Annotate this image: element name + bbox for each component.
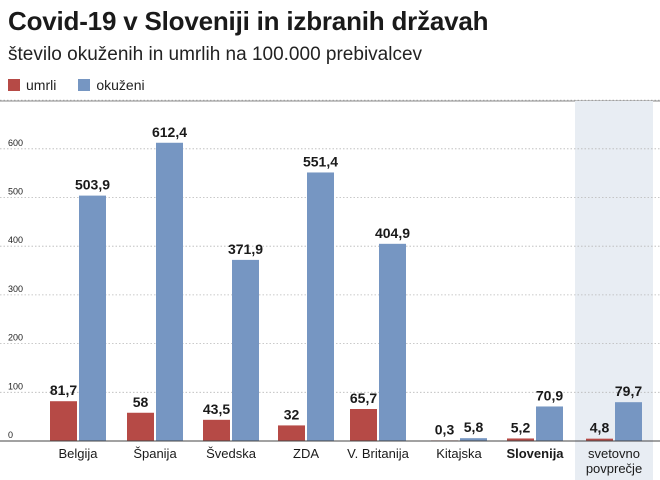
category-label: V. Britanija [347, 446, 409, 461]
category-label: Belgija [58, 446, 98, 461]
legend-label-umrli: umrli [26, 77, 57, 93]
value-label-umrli: 65,7 [350, 390, 377, 406]
legend-swatch-umrli [8, 79, 20, 91]
chart-title: Covid-19 v Sloveniji in izbranih državah [8, 6, 489, 36]
category-label: Španija [133, 446, 177, 461]
bar-okuzeni [307, 172, 334, 441]
value-label-umrli: 81,7 [50, 382, 77, 398]
value-label-umrli: 43,5 [203, 401, 230, 417]
value-label-umrli: 58 [133, 394, 149, 410]
bar-umrli [507, 438, 534, 441]
value-label-okuzeni: 371,9 [228, 241, 263, 257]
bar-umrli [586, 438, 613, 441]
category-label: Kitajska [436, 446, 482, 461]
bar-okuzeni [232, 259, 259, 441]
value-label-okuzeni: 404,9 [375, 225, 410, 241]
value-label-umrli: 0,3 [435, 421, 455, 437]
category-label: Švedska [206, 446, 257, 461]
legend: umrli okuženi [8, 77, 167, 93]
y-tick-label: 600 [8, 138, 23, 148]
category-label: povprečje [586, 461, 642, 476]
bar-okuzeni [156, 142, 183, 441]
value-label-umrli: 4,8 [590, 420, 610, 436]
value-label-okuzeni: 503,9 [75, 177, 110, 193]
value-label-okuzeni: 5,8 [464, 419, 484, 435]
value-label-okuzeni: 612,4 [152, 124, 187, 140]
bar-umrli [350, 409, 377, 441]
legend-swatch-okuzeni [78, 79, 91, 91]
legend-item-okuzeni: okuženi [78, 77, 145, 93]
value-label-okuzeni: 551,4 [303, 153, 338, 169]
bar-okuzeni [615, 402, 642, 441]
value-label-okuzeni: 79,7 [615, 383, 642, 399]
y-tick-label: 400 [8, 235, 23, 245]
bar-okuzeni [379, 243, 406, 441]
bar-umrli [203, 419, 230, 441]
y-tick-label: 0 [8, 430, 13, 440]
legend-label-okuzeni: okuženi [96, 77, 145, 93]
bar-okuzeni [79, 195, 106, 441]
chart-subtitle: število okuženih in umrlih na 100.000 pr… [8, 44, 423, 65]
bar-okuzeni [536, 406, 563, 441]
y-tick-label: 500 [8, 187, 23, 197]
legend-item-umrli: umrli [8, 77, 56, 93]
category-label: Slovenija [506, 446, 564, 461]
bar-umrli [127, 412, 154, 441]
value-label-umrli: 5,2 [511, 419, 531, 435]
bar-okuzeni [460, 438, 487, 441]
category-label: ZDA [293, 446, 319, 461]
y-tick-label: 200 [8, 333, 23, 343]
y-tick-label: 100 [8, 381, 23, 391]
y-tick-label: 300 [8, 284, 23, 294]
category-label: svetovno [588, 446, 640, 461]
value-label-umrli: 32 [284, 406, 300, 422]
value-label-okuzeni: 70,9 [536, 387, 563, 403]
bar-umrli [50, 401, 77, 441]
bar-umrli [278, 425, 305, 441]
